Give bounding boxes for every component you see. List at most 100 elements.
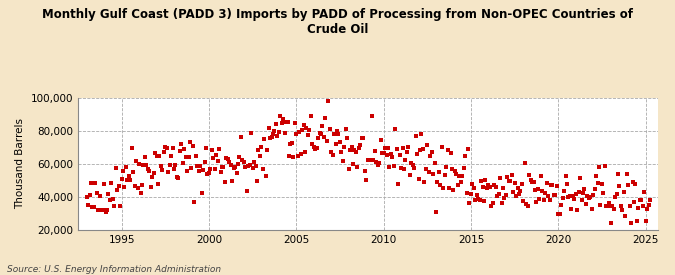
Point <box>531 200 542 204</box>
Point <box>346 145 357 149</box>
Point <box>355 143 366 147</box>
Point <box>607 203 618 208</box>
Point <box>605 221 616 226</box>
Point <box>323 99 333 104</box>
Point <box>618 190 629 194</box>
Point <box>310 147 321 152</box>
Point <box>126 145 137 150</box>
Point <box>157 167 168 172</box>
Point <box>580 202 591 206</box>
Point <box>271 122 281 126</box>
Point <box>362 158 373 163</box>
Point <box>136 183 147 187</box>
Point <box>470 198 481 202</box>
Point <box>400 158 411 163</box>
Point <box>392 147 402 151</box>
Point <box>257 167 268 172</box>
Point <box>454 174 464 178</box>
Point <box>344 167 354 171</box>
Point <box>438 186 449 190</box>
Point <box>497 186 508 190</box>
Point <box>320 116 331 120</box>
Point <box>331 129 342 133</box>
Point <box>167 145 178 150</box>
Point <box>288 155 299 159</box>
Point <box>597 182 608 186</box>
Point <box>422 143 433 148</box>
Point <box>354 145 364 150</box>
Point <box>545 183 556 188</box>
Point <box>457 174 468 178</box>
Point <box>556 203 566 207</box>
Point <box>266 135 277 140</box>
Point <box>153 182 163 186</box>
Point <box>592 180 603 185</box>
Point <box>215 169 226 174</box>
Point <box>132 186 143 191</box>
Point <box>589 186 600 191</box>
Point <box>148 171 159 175</box>
Point <box>349 148 360 152</box>
Point <box>252 179 263 183</box>
Point <box>272 134 283 138</box>
Point <box>504 179 514 183</box>
Point <box>485 185 495 189</box>
Point <box>204 171 215 175</box>
Point <box>93 208 104 212</box>
Point <box>425 154 435 159</box>
Point <box>578 191 589 196</box>
Point <box>333 132 344 137</box>
Point <box>612 172 623 176</box>
Point <box>350 149 361 154</box>
Point <box>192 164 202 168</box>
Point <box>145 185 156 189</box>
Point <box>327 153 338 157</box>
Point <box>519 160 530 165</box>
Point <box>534 197 545 202</box>
Text: Monthly Gulf Coast (PADD 3) Imports by PADD of Processing from Non-OPEC Countrie: Monthly Gulf Coast (PADD 3) Imports by P… <box>42 8 633 36</box>
Point <box>144 169 155 173</box>
Point <box>598 191 609 195</box>
Point <box>461 191 472 196</box>
Point <box>447 166 458 171</box>
Point <box>448 188 459 192</box>
Point <box>267 131 278 136</box>
Point <box>406 161 416 166</box>
Point <box>240 164 250 169</box>
Point <box>84 193 95 197</box>
Point <box>633 206 644 210</box>
Point <box>442 148 453 152</box>
Point <box>616 204 626 208</box>
Point <box>193 169 204 173</box>
Point <box>125 178 136 182</box>
Point <box>339 144 350 149</box>
Point <box>97 208 108 212</box>
Point <box>537 188 547 193</box>
Point <box>316 131 327 136</box>
Point <box>150 151 161 155</box>
Point <box>496 201 507 205</box>
Point <box>176 142 187 147</box>
Point <box>311 146 322 150</box>
Point <box>329 132 340 137</box>
Point <box>639 190 649 194</box>
Point <box>242 189 252 193</box>
Point <box>130 184 140 188</box>
Point <box>397 145 408 150</box>
Point <box>450 169 460 173</box>
Point <box>573 189 584 194</box>
Point <box>190 154 201 158</box>
Point <box>364 158 375 163</box>
Point <box>164 163 175 167</box>
Point <box>243 164 254 168</box>
Point <box>330 142 341 146</box>
Point <box>428 172 439 177</box>
Point <box>134 162 144 167</box>
Point <box>319 135 329 139</box>
Point <box>412 151 423 156</box>
Point <box>236 135 246 139</box>
Point <box>579 187 590 192</box>
Point <box>547 183 558 188</box>
Point <box>623 182 634 187</box>
Point <box>140 155 151 160</box>
